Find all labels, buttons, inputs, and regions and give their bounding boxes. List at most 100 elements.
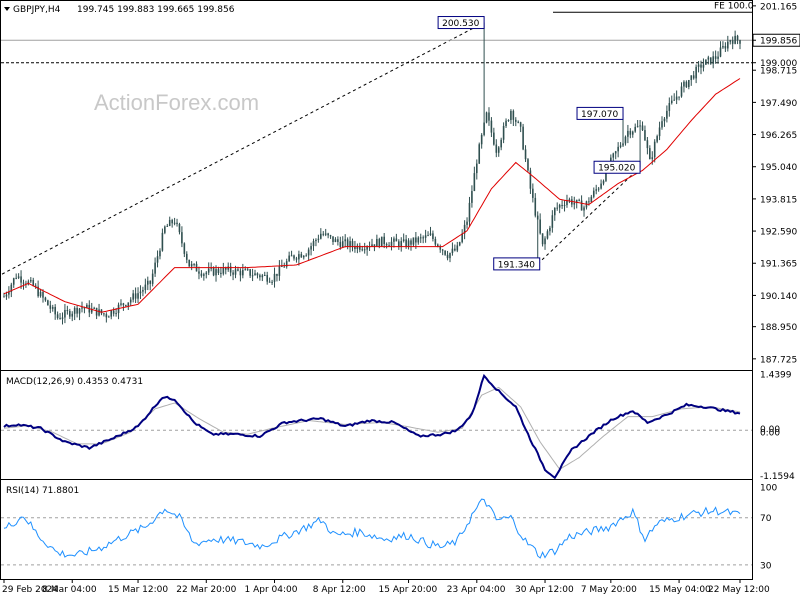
candle-body [717,56,719,59]
candle-body [729,40,732,42]
candle-body [712,56,714,64]
candle-body [419,237,422,239]
candle-body [134,293,137,299]
candle-body [512,110,515,120]
macd-panel-label: MACD(12,26,9) 0.4353 0.4731 [6,377,143,387]
candle-body [490,120,493,133]
candle-body [505,120,507,127]
candle-body [551,215,554,228]
candle-body [366,246,368,250]
candle-body [239,270,242,276]
candle-body [229,266,232,273]
swing-point-label: 197.070 [581,110,618,120]
candle-body [8,291,10,295]
candle-body [329,235,332,237]
candle-body [378,238,381,247]
candle-body [300,254,303,258]
candle-body [731,40,734,44]
candle-body [324,233,327,235]
candle-body [242,269,244,276]
candle-body [234,269,237,275]
candle-body [497,147,500,153]
candle-body [707,57,710,60]
candle-body [290,255,293,257]
candle-body [249,269,251,276]
candle-body [524,149,527,160]
candle-body [727,41,729,49]
candle-body [193,263,195,265]
candle-body [673,99,675,101]
candle-body [178,223,181,233]
time-tick-label: 22 Mar 20:00 [176,585,236,595]
candle-body [125,305,127,307]
candle-body [361,249,364,251]
candle-body [251,275,254,277]
swing-point-label: 200.530 [442,19,479,29]
candle-body [634,126,637,132]
candle-body [719,47,722,57]
macd-tick-label: 0.00 [760,425,780,435]
candle-body [246,269,249,271]
candle-body [575,199,578,203]
time-tick-label: 1 Apr 04:00 [245,585,298,595]
swing-point-box [493,257,541,271]
candle-body [47,300,49,306]
candle-body [646,140,649,149]
candle-body [276,273,278,276]
candle-body [344,239,346,242]
candle-body [544,238,546,245]
candle-body [373,244,376,247]
candle-body [692,75,695,79]
candle-body [561,204,563,206]
price-tick-label: 187.725 [760,355,797,365]
candle-body [149,280,152,284]
candle-body [688,80,690,88]
candle-body [100,309,103,314]
candle-body [605,167,607,181]
candle-body [5,294,8,297]
candle-body [322,233,325,235]
candle-body [127,302,130,307]
candle-body [42,291,44,298]
candle-body [456,245,459,251]
candle-body [151,273,154,284]
candle-body [315,239,317,242]
candle-body [644,130,646,141]
candle-body [432,233,434,239]
candle-body [288,255,290,262]
candle-body [95,307,98,316]
candle-body [349,241,351,247]
candle-body [449,253,451,259]
swing-point-box [576,106,624,120]
candle-body [34,285,37,287]
candle-body [502,126,505,140]
candle-body [54,306,56,315]
candle-body [376,238,378,247]
candle-body [402,239,405,242]
candle-body [427,235,429,237]
candle-body [71,313,74,317]
macd-series [1,373,752,480]
macd-tick-label: 0.00 [760,428,780,438]
candle-body [478,144,481,164]
candle-body [51,306,54,309]
candle-body [588,201,590,203]
symbol-label: GBPJPY,H4 [13,5,61,15]
candle-body [388,245,390,247]
candle-body [663,118,666,122]
candle-body [612,153,615,158]
candle-body [417,237,420,243]
candle-body [441,249,444,251]
candle-body [653,141,656,158]
candle-body [39,291,42,297]
candle-body [656,136,658,142]
candle-body [185,253,188,260]
candle-body [705,59,707,65]
candle-body [190,264,193,267]
candle-body [66,310,69,312]
candle-body [590,196,593,203]
candle-body [327,233,329,236]
candle-body [98,309,100,316]
